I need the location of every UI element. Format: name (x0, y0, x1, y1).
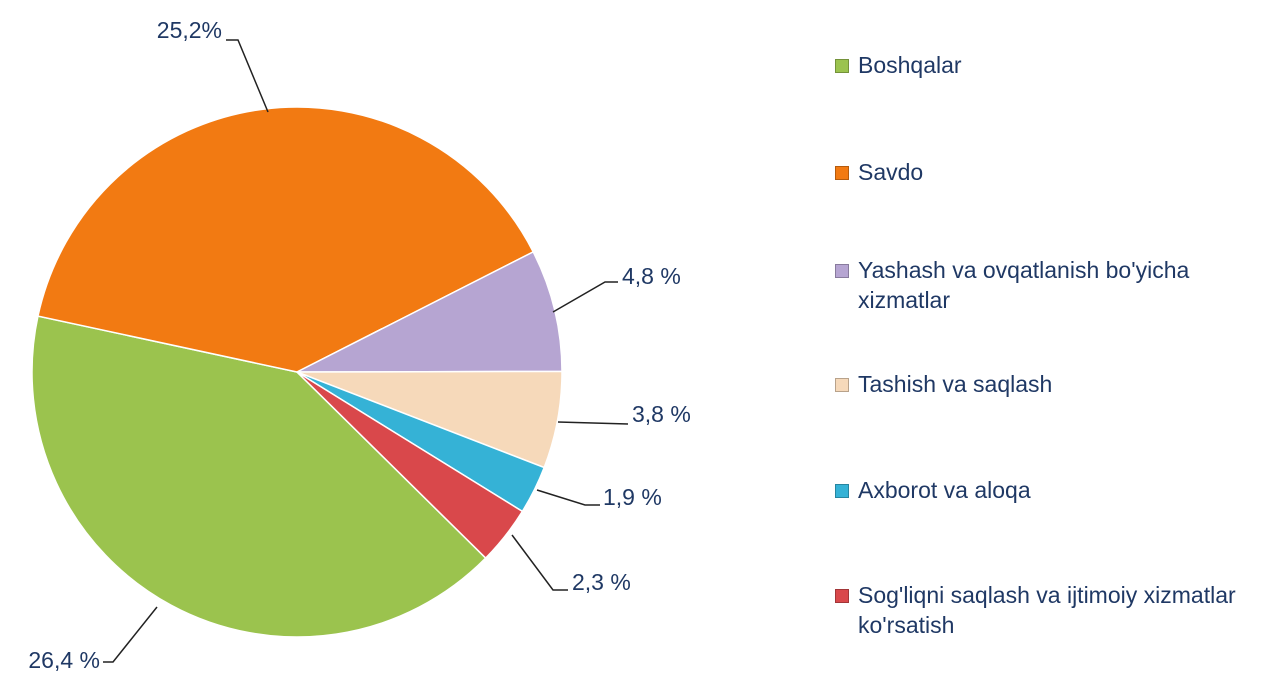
pie-slice (296, 371, 524, 560)
legend-label: Sog'liqni saqlash va ijtimoiy xizmatlar … (858, 582, 1236, 638)
pie-slice (31, 315, 487, 638)
data-label: 1,9 % (603, 484, 662, 510)
legend-swatch (835, 378, 849, 392)
legend-item: Boshqalar (835, 50, 1275, 80)
leader-line (536, 489, 600, 506)
pie-slice (37, 106, 535, 373)
legend-label: Savdo (858, 159, 924, 185)
data-label: 4,8 % (622, 263, 681, 289)
legend-item: Savdo (835, 157, 1275, 187)
leader-line (552, 281, 618, 313)
leader-line (511, 534, 568, 591)
legend-label: Axborot va aloqa (858, 477, 1031, 503)
legend-item: Yashash va ovqatlanish bo'yicha xizmatla… (835, 255, 1275, 315)
leader-line (557, 421, 629, 425)
data-label: 25,2% (157, 17, 222, 43)
legend-label: Boshqalar (858, 52, 962, 78)
legend-label: Yashash va ovqatlanish bo'yicha xizmatla… (858, 257, 1190, 313)
legend-swatch (835, 264, 849, 278)
legend-item: Tashish va saqlash (835, 369, 1275, 399)
legend-label: Tashish va saqlash (858, 371, 1053, 397)
legend-item: Sog'liqni saqlash va ijtimoiy xizmatlar … (835, 580, 1275, 640)
legend-swatch (835, 59, 849, 73)
legend-swatch (835, 589, 849, 603)
leader-line (226, 39, 269, 113)
data-label: 3,8 % (632, 401, 691, 427)
leader-line (103, 606, 158, 663)
data-label: 2,3 % (572, 569, 631, 595)
data-label: 26,4 % (28, 647, 100, 673)
legend-swatch (835, 166, 849, 180)
legend-swatch (835, 484, 849, 498)
legend-item: Axborot va aloqa (835, 475, 1275, 505)
pie-slice (296, 250, 563, 373)
